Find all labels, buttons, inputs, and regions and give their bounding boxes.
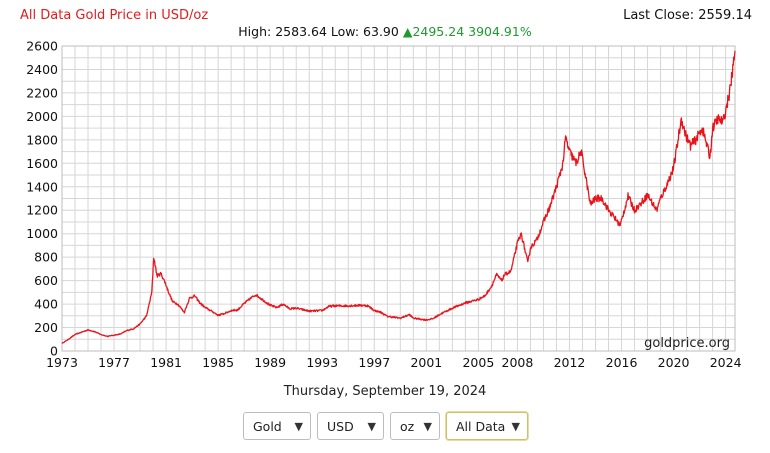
y-tick-label: 0 [50,344,58,359]
price-stats: High: 2583.64 Low: 63.90 ▲2495.24 3904.9… [0,24,770,39]
chevron-down-icon: ▼ [294,419,303,433]
currency-select[interactable]: USD ▼ [317,412,384,440]
chevron-down-icon: ▼ [423,419,432,433]
chart-grid [61,45,736,352]
low-value: 63.90 [363,24,399,39]
last-close: Last Close: 2559.14 [623,8,752,23]
y-tick-label: 800 [34,250,58,265]
chart-controls: Gold ▼ USD ▼ oz ▼ All Data ▼ [243,412,528,442]
watermark: goldprice.org [644,336,730,351]
y-tick-label: 400 [34,297,58,312]
x-tick-label: 2024 [710,355,742,370]
y-tick-label: 2600 [26,39,58,54]
unit-select[interactable]: oz ▼ [390,412,440,440]
chart-date: Thursday, September 19, 2024 [283,384,487,399]
high-label: High: [238,24,272,39]
price-line [61,50,736,344]
x-axis: 1973 1977 1981 1985 1989 1993 1997 2001 2005 2008… [46,355,741,370]
x-tick-label: 1981 [150,355,182,370]
change-up-icon: ▲ [402,24,413,39]
y-tick-label: 1400 [26,179,58,194]
y-tick-label: 2000 [26,109,58,124]
unit-select-value: oz [400,418,415,434]
currency-select-value: USD [327,418,354,434]
low-label: Low: [330,24,360,39]
chevron-down-icon: ▼ [367,419,376,433]
y-tick-label: 2200 [26,85,58,100]
x-tick-label: 2001 [410,355,442,370]
gold-price-chart: 0 200 400 600 800 1000 1200 1400 1600 1800 2000 220… [26,39,741,371]
metal-select-value: Gold [253,418,282,434]
x-tick-label: 2005 [462,355,494,370]
chart-title: All Data Gold Price in USD/oz [20,8,209,23]
x-tick-label: 2020 [658,355,690,370]
y-tick-label: 600 [34,273,58,288]
x-tick-label: 1985 [202,355,234,370]
change-value: 2495.24 [412,24,465,39]
x-tick-label: 2008 [502,355,534,370]
plot-border [61,45,736,352]
chevron-down-icon: ▼ [511,419,520,433]
x-tick-label: 1977 [98,355,130,370]
y-tick-label: 2400 [26,62,58,77]
x-tick-label: 2016 [606,355,638,370]
range-select-value: All Data [456,418,506,434]
x-tick-label: 2012 [554,355,586,370]
high-value: 2583.64 [275,24,327,39]
y-axis: 0 200 400 600 800 1000 1200 1400 1600 1800 2000 220… [26,39,58,359]
x-tick-label: 1989 [254,355,286,370]
y-tick-label: 1800 [26,132,58,147]
y-tick-label: 1200 [26,203,58,218]
change-percent: 3904.91% [468,24,532,39]
range-select[interactable]: All Data ▼ [446,412,528,440]
x-tick-label: 1993 [306,355,338,370]
y-tick-label: 200 [34,320,58,335]
x-tick-label: 1997 [358,355,390,370]
last-close-value: 2559.14 [698,8,752,23]
x-tick-label: 1973 [46,355,78,370]
y-tick-label: 1600 [26,156,58,171]
metal-select[interactable]: Gold ▼ [243,412,311,440]
y-tick-label: 1000 [26,226,58,241]
last-close-label: Last Close: [623,8,695,23]
